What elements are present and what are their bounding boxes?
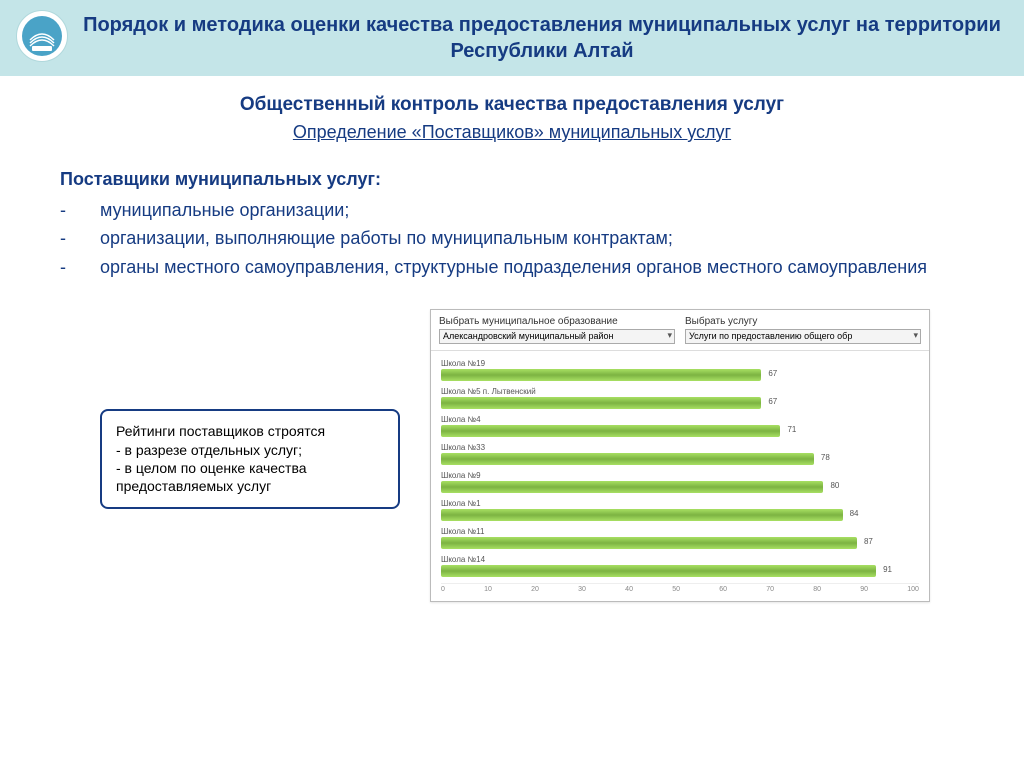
bullet-item: - органы местного самоуправления, структ…	[60, 255, 964, 279]
content-area: Общественный контроль качества предостав…	[0, 76, 1024, 612]
bar-value: 80	[830, 481, 839, 490]
axis-tick: 90	[860, 586, 868, 593]
axis-tick: 0	[441, 586, 445, 593]
bar-value: 91	[883, 565, 892, 574]
note-item: - в разрезе отдельных услуг;	[116, 441, 384, 459]
note-title: Рейтинги поставщиков строятся	[116, 423, 384, 439]
bar-row: Школа №471	[441, 415, 919, 437]
bar-value: 67	[768, 397, 777, 406]
bar-fill: 71	[441, 425, 780, 437]
axis-tick: 100	[907, 586, 919, 593]
bar-row: Школа №184	[441, 499, 919, 521]
bar-value: 78	[821, 453, 830, 462]
bar-fill: 87	[441, 537, 857, 549]
bar-row: Школа №5 п. Лытвенский67	[441, 387, 919, 409]
axis-tick: 80	[813, 586, 821, 593]
bar-fill: 80	[441, 481, 823, 493]
logo	[16, 10, 68, 62]
axis-tick: 60	[719, 586, 727, 593]
lower-row: Рейтинги поставщиков строятся - в разрез…	[60, 309, 964, 602]
page-title: Порядок и методика оценки качества предо…	[80, 12, 1004, 64]
bar-label: Школа №11	[441, 527, 919, 536]
note-box: Рейтинги поставщиков строятся - в разрез…	[100, 409, 400, 510]
bar-value: 71	[787, 425, 796, 434]
axis-tick: 50	[672, 586, 680, 593]
bar-label: Школа №5 п. Лытвенский	[441, 387, 919, 396]
bullet-text: организации, выполняющие работы по муниц…	[100, 226, 964, 250]
bullet-item: - организации, выполняющие работы по мун…	[60, 226, 964, 250]
bar-fill: 84	[441, 509, 843, 521]
bar-track: 71	[441, 425, 919, 437]
municipality-select[interactable]: Александровский муниципальный район	[439, 329, 675, 344]
bar-fill: 91	[441, 565, 876, 577]
chart-x-axis: 0 10 20 30 40 50 60 70 80 90 100	[441, 583, 919, 597]
bar-track: 67	[441, 369, 919, 381]
axis-tick: 10	[484, 586, 492, 593]
bar-fill: 78	[441, 453, 814, 465]
bar-track: 67	[441, 397, 919, 409]
chart-filter-2: Выбрать услугу Услуги по предоставлению …	[685, 316, 921, 344]
bar-track: 87	[441, 537, 919, 549]
section-label: Поставщики муниципальных услуг:	[60, 169, 964, 190]
bar-value: 84	[850, 509, 859, 518]
bar-label: Школа №1	[441, 499, 919, 508]
service-select[interactable]: Услуги по предоставлению общего обр	[685, 329, 921, 344]
bullet-text: органы местного самоуправления, структур…	[100, 255, 964, 279]
bar-value: 87	[864, 537, 873, 546]
bar-row: Школа №1491	[441, 555, 919, 577]
bullet-dash: -	[60, 226, 100, 250]
bullet-text: муниципальные организации;	[100, 198, 964, 222]
filter-label: Выбрать услугу	[685, 316, 921, 327]
bar-fill: 67	[441, 369, 761, 381]
bar-track: 80	[441, 481, 919, 493]
subtitle-1: Общественный контроль качества предостав…	[60, 94, 964, 116]
axis-tick: 20	[531, 586, 539, 593]
bar-label: Школа №33	[441, 443, 919, 452]
bar-row: Школа №3378	[441, 443, 919, 465]
bullet-dash: -	[60, 255, 100, 279]
bar-fill: 67	[441, 397, 761, 409]
bar-track: 91	[441, 565, 919, 577]
subtitle-2: Определение «Поставщиков» муниципальных …	[60, 122, 964, 143]
bullet-dash: -	[60, 198, 100, 222]
bar-value: 67	[768, 369, 777, 378]
filter-label: Выбрать муниципальное образование	[439, 316, 675, 327]
bar-row: Школа №1967	[441, 359, 919, 381]
bar-label: Школа №19	[441, 359, 919, 368]
bar-row: Школа №980	[441, 471, 919, 493]
bullet-item: - муниципальные организации;	[60, 198, 964, 222]
bar-track: 78	[441, 453, 919, 465]
note-item: - в целом по оценке качества предоставля…	[116, 459, 384, 495]
bar-label: Школа №4	[441, 415, 919, 424]
chart-header: Выбрать муниципальное образование Алекса…	[431, 310, 929, 351]
bar-label: Школа №9	[441, 471, 919, 480]
chart-panel: Выбрать муниципальное образование Алекса…	[430, 309, 930, 602]
header-bar: Порядок и методика оценки качества предо…	[0, 0, 1024, 76]
axis-tick: 40	[625, 586, 633, 593]
bar-track: 84	[441, 509, 919, 521]
chart-filter-1: Выбрать муниципальное образование Алекса…	[439, 316, 675, 344]
axis-tick: 70	[766, 586, 774, 593]
axis-tick: 30	[578, 586, 586, 593]
bar-row: Школа №1187	[441, 527, 919, 549]
chart-body: Школа №1967Школа №5 п. Лытвенский67Школа…	[431, 351, 929, 601]
bar-label: Школа №14	[441, 555, 919, 564]
